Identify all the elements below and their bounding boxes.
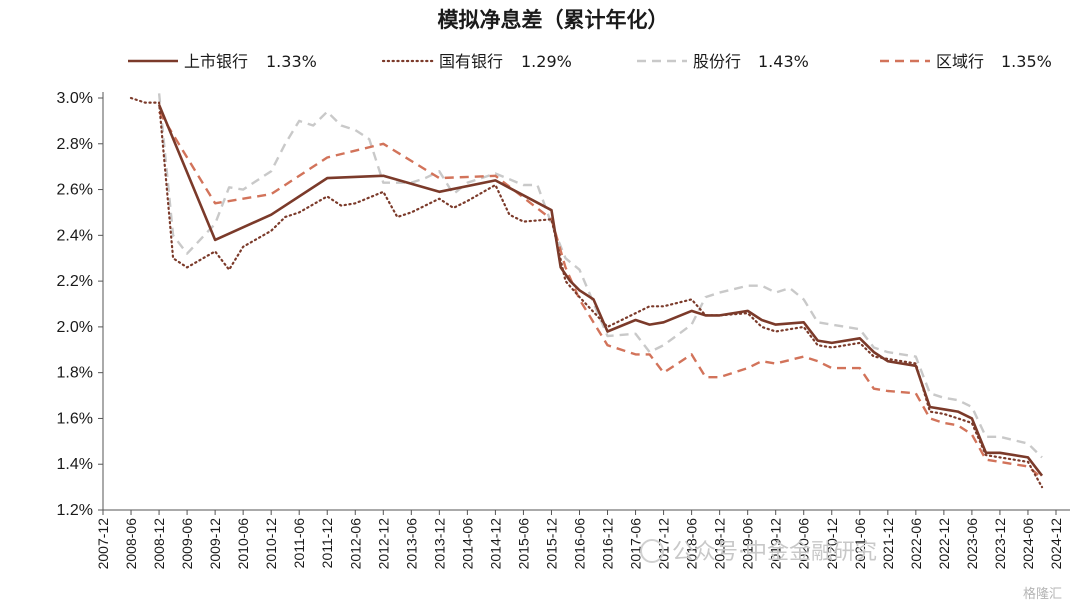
x-tick-label: 2014-06 — [459, 518, 475, 570]
watermark-brand: 格隆汇 — [1023, 586, 1062, 602]
legend-value-3: 1.35% — [1001, 52, 1052, 71]
x-tick-label: 2014-12 — [487, 518, 503, 570]
x-tick-label: 2018-12 — [712, 518, 728, 570]
x-tick-label: 2012-12 — [375, 518, 391, 570]
y-tick-label: 2.8% — [57, 136, 93, 153]
y-tick-label: 1.8% — [57, 365, 93, 382]
x-tick-label: 2009-12 — [207, 518, 223, 570]
x-tick-label: 2012-06 — [347, 518, 363, 570]
x-tick-label: 2023-12 — [992, 518, 1008, 570]
x-tick-label: 2020-12 — [824, 518, 840, 570]
chart-title: 模拟净息差（累计年化） — [438, 8, 669, 32]
x-tick-label: 2021-12 — [880, 518, 896, 570]
legend-value-1: 1.29% — [521, 52, 572, 71]
x-tick-label: 2010-06 — [235, 518, 251, 570]
legend-label-3: 区域行 — [936, 52, 984, 71]
wechat-icon — [640, 539, 664, 563]
x-tick-label: 2016-12 — [600, 518, 616, 570]
x-tick-label: 2022-12 — [936, 518, 952, 570]
x-tick-label: 2024-06 — [1020, 518, 1036, 570]
y-tick-label: 2.0% — [57, 319, 93, 336]
x-tick-label: 2017-12 — [656, 518, 672, 570]
x-tick-label: 2015-06 — [515, 518, 531, 570]
x-tick-label: 2017-06 — [628, 518, 644, 570]
legend-value-0: 1.33% — [266, 52, 317, 71]
x-tick-label: 2024-12 — [1048, 518, 1064, 570]
y-tick-label: 2.2% — [57, 273, 93, 290]
y-tick-label: 3.0% — [57, 90, 93, 107]
axes: 1.2% 1.4% 1.6% 1.8% 2.0% 2.2% 2.4% 2.6% 2.8% 3.0%… — [57, 90, 1070, 569]
x-tick-label: 2015-12 — [543, 518, 559, 570]
legend-label-0: 上市银行 — [184, 52, 248, 71]
x-tick-label: 2021-06 — [852, 518, 868, 570]
watermark: 公众号·中金金融研究 格隆汇 — [640, 539, 1062, 602]
x-tick-label: 2020-06 — [796, 518, 812, 570]
x-tick-label: 2019-06 — [740, 518, 756, 570]
x-tick-label: 2022-06 — [908, 518, 924, 570]
legend-value-2: 1.43% — [758, 52, 809, 71]
x-tick-label: 2023-06 — [964, 518, 980, 570]
x-tick-label: 2011-12 — [319, 518, 335, 569]
x-tick-label: 2010-12 — [263, 518, 279, 570]
y-tick-label: 1.2% — [57, 502, 93, 519]
x-tick-label: 2008-12 — [151, 518, 167, 570]
x-tick-label: 2009-06 — [179, 518, 195, 570]
x-tick-label: 2008-06 — [123, 518, 139, 570]
x-tick-label: 2019-12 — [768, 518, 784, 570]
x-tick-label: 2013-12 — [431, 518, 447, 570]
series-line-1 — [129, 96, 1044, 489]
series-layer — [129, 93, 1044, 489]
series-line-2 — [157, 93, 1043, 459]
x-tick-label: 2011-06 — [291, 518, 307, 569]
y-tick-label: 2.6% — [57, 182, 93, 199]
legend-label-2: 股份行 — [693, 52, 741, 71]
y-tick-label: 2.4% — [57, 227, 93, 244]
y-tick-label: 1.6% — [57, 410, 93, 427]
x-tick-label: 2018-06 — [684, 518, 700, 570]
legend: 上市银行 1.33% 国有银行 1.29% 股份行 1.43% 区域行 1.35% — [128, 52, 1052, 71]
series-line-0 — [157, 104, 1044, 477]
legend-label-1: 国有银行 — [439, 52, 503, 71]
x-tick-label: 2013-06 — [403, 518, 419, 570]
x-tick-label: 2016-06 — [571, 518, 587, 570]
y-tick-label: 1.4% — [57, 456, 93, 473]
x-tick-label: 2007-12 — [95, 518, 111, 570]
watermark-text: 公众号·中金金融研究 — [672, 540, 877, 565]
series-line-3 — [158, 111, 1043, 479]
